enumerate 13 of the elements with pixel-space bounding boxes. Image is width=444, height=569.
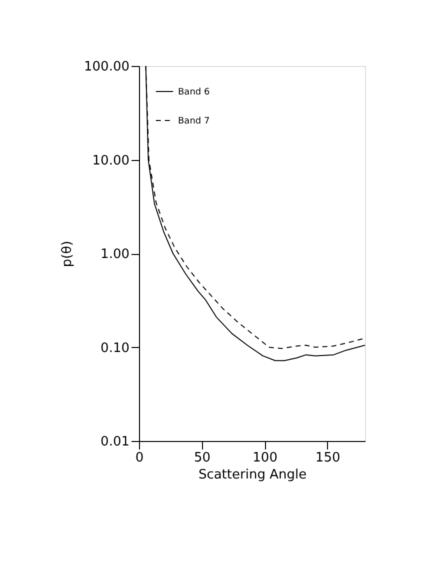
x-tick-label: 150: [315, 450, 340, 466]
y-tick-label: 0.01: [100, 434, 130, 450]
y-tick-label: 1.00: [100, 247, 130, 262]
y-tick-label: 0.10: [100, 340, 130, 356]
x-tick-label: 50: [194, 450, 211, 466]
x-tick-label: 100: [252, 450, 278, 466]
x-axis-title: Scattering Angle: [198, 468, 307, 482]
legend-label: Band 7: [178, 116, 210, 126]
legend-label: Band 6: [178, 88, 210, 98]
y-axis-title: p(θ): [60, 240, 76, 268]
x-tick-label: 0: [135, 450, 144, 466]
y-tick-label: 10.00: [92, 153, 130, 168]
y-tick-label: 100.00: [84, 60, 130, 74]
